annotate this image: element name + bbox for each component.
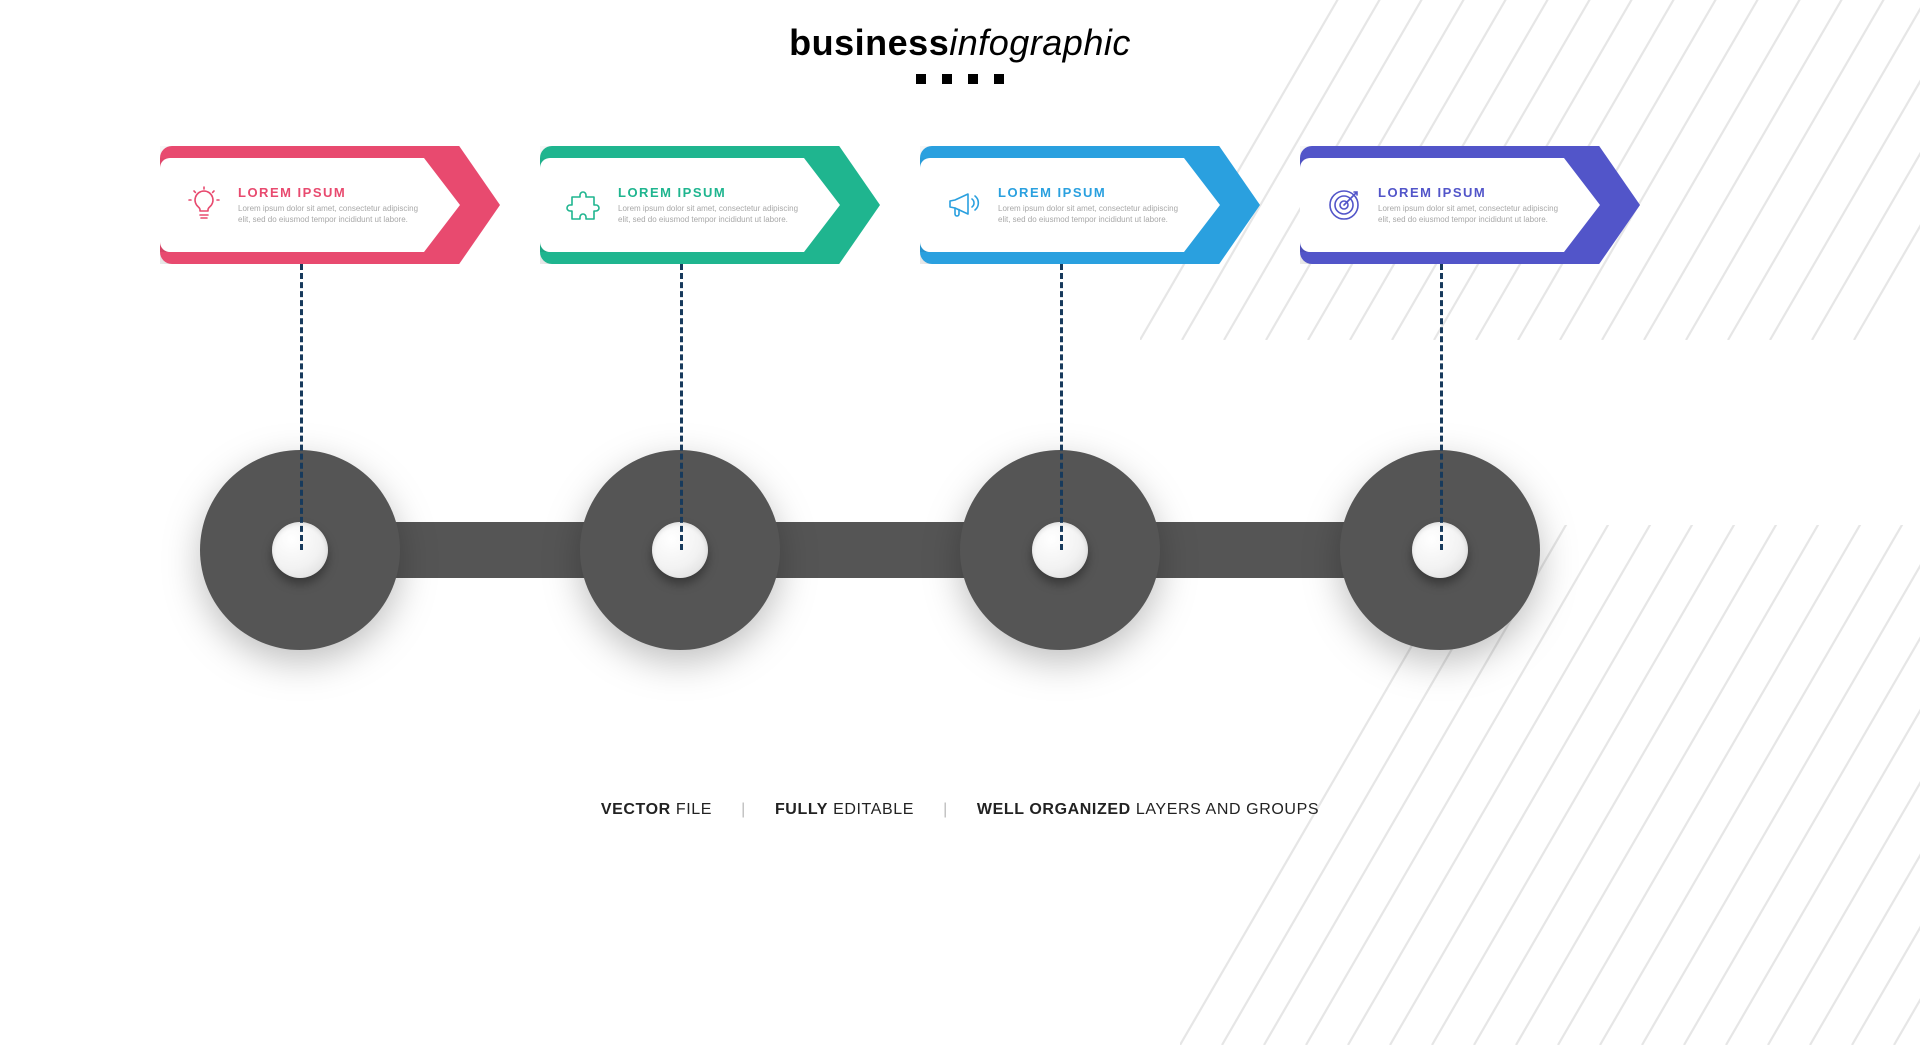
header: businessinfographic (0, 22, 1920, 84)
step-card-front: LOREM IPSUM Lorem ipsum dolor sit amet, c… (1300, 158, 1600, 252)
footer-separator: | (943, 801, 948, 818)
step-text: LOREM IPSUM Lorem ipsum dolor sit amet, c… (230, 168, 430, 242)
step-connector-line (300, 264, 303, 550)
step-card-front: LOREM IPSUM Lorem ipsum dolor sit amet, c… (160, 158, 460, 252)
step-body: Lorem ipsum dolor sit amet, consectetur … (238, 204, 430, 226)
step-card: LOREM IPSUM Lorem ipsum dolor sit amet, c… (920, 146, 1260, 264)
target-icon (1318, 168, 1370, 242)
step-body: Lorem ipsum dolor sit amet, consectetur … (998, 204, 1190, 226)
footer-seg2-light: EDITABLE (833, 801, 914, 818)
step-heading: LOREM IPSUM (238, 185, 430, 200)
step-heading: LOREM IPSUM (998, 185, 1190, 200)
step-card: LOREM IPSUM Lorem ipsum dolor sit amet, c… (160, 146, 500, 264)
step-connector-line (1440, 264, 1443, 550)
footer-seg1-light: FILE (676, 801, 712, 818)
step-card: LOREM IPSUM Lorem ipsum dolor sit amet, c… (1300, 146, 1640, 264)
title-dot (942, 74, 952, 84)
footer-separator: | (741, 801, 746, 818)
step-text: LOREM IPSUM Lorem ipsum dolor sit amet, c… (1370, 168, 1570, 242)
title-dot (994, 74, 1004, 84)
step-body: Lorem ipsum dolor sit amet, consectetur … (618, 204, 810, 226)
step-connector-line (680, 264, 683, 550)
footer: VECTOR FILE | FULLY EDITABLE | WELL ORGA… (0, 801, 1920, 819)
title-light: infographic (949, 22, 1131, 63)
title-dot (916, 74, 926, 84)
step-heading: LOREM IPSUM (1378, 185, 1570, 200)
timeline-track (110, 450, 1810, 690)
step-body: Lorem ipsum dolor sit amet, consectetur … (1378, 204, 1570, 226)
step-text: LOREM IPSUM Lorem ipsum dolor sit amet, c… (990, 168, 1190, 242)
step-text: LOREM IPSUM Lorem ipsum dolor sit amet, c… (610, 168, 810, 242)
timeline-connector (1130, 522, 1370, 578)
footer-seg3-light: LAYERS AND GROUPS (1136, 801, 1319, 818)
title-bold: business (789, 22, 949, 63)
puzzle-icon (558, 168, 610, 242)
timeline-connector (370, 522, 610, 578)
title-dot (968, 74, 978, 84)
lightbulb-icon (178, 168, 230, 242)
step-card-front: LOREM IPSUM Lorem ipsum dolor sit amet, c… (920, 158, 1220, 252)
infographic-stage: LOREM IPSUM Lorem ipsum dolor sit amet, c… (110, 130, 1810, 690)
page-title: businessinfographic (0, 22, 1920, 64)
footer-seg1-bold: VECTOR (601, 801, 671, 818)
timeline-connector (750, 522, 990, 578)
step-heading: LOREM IPSUM (618, 185, 810, 200)
step-connector-line (1060, 264, 1063, 550)
step-card: LOREM IPSUM Lorem ipsum dolor sit amet, c… (540, 146, 880, 264)
megaphone-icon (938, 168, 990, 242)
title-dots (0, 74, 1920, 84)
step-card-front: LOREM IPSUM Lorem ipsum dolor sit amet, c… (540, 158, 840, 252)
footer-seg2-bold: FULLY (775, 801, 828, 818)
footer-seg3-bold: WELL ORGANIZED (977, 801, 1131, 818)
